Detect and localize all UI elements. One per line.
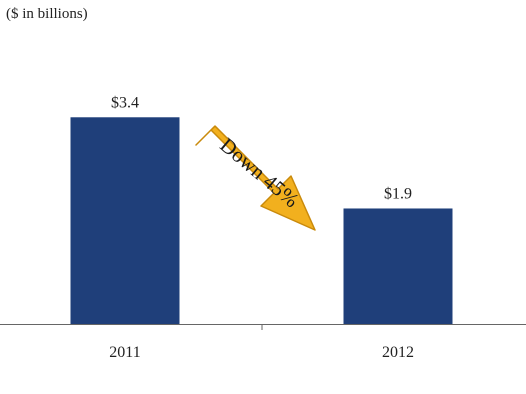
value-label-2012: $1.9 xyxy=(384,185,412,202)
value-labels-layer: $3.4 $1.9 xyxy=(111,94,412,202)
unit-label: ($ in billions) xyxy=(6,6,88,22)
arrow-label: Down 45% xyxy=(215,133,303,213)
arrow-shape xyxy=(195,125,316,231)
down-arrow-annotation: Down 45% xyxy=(195,125,316,231)
bars-layer xyxy=(70,117,453,324)
x-tick-label-2012: 2012 xyxy=(382,344,414,361)
bar-2011 xyxy=(70,117,180,324)
x-tick-labels-layer: 2011 2012 xyxy=(109,344,414,361)
bar-2012 xyxy=(343,208,453,324)
value-label-2011: $3.4 xyxy=(111,94,139,111)
x-tick-label-2011: 2011 xyxy=(109,344,140,361)
